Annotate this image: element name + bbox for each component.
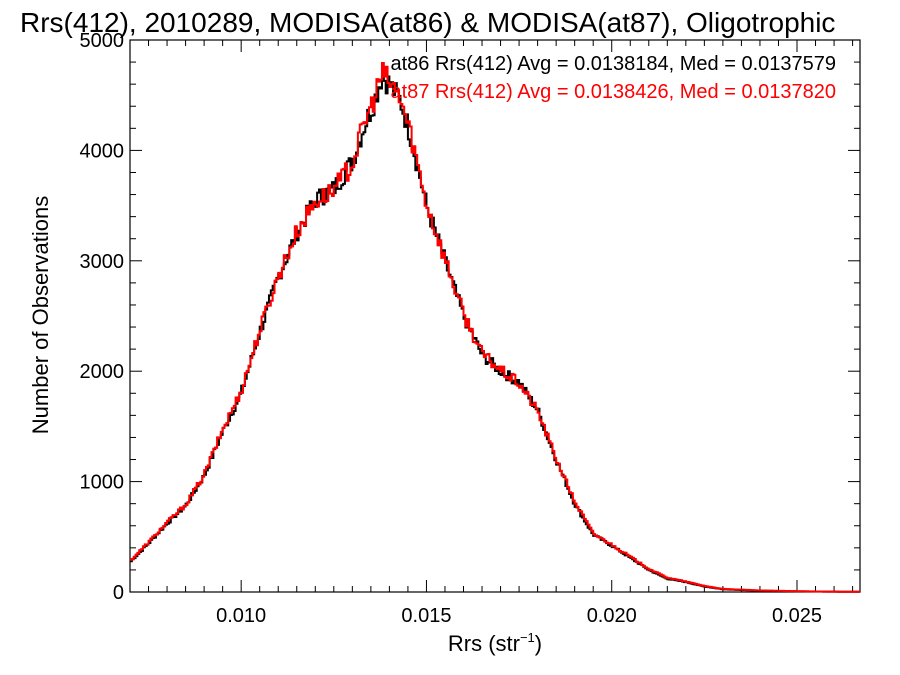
x-axis-label: Rrs (str−1) xyxy=(448,630,542,656)
y-tick-label: 1000 xyxy=(80,472,125,494)
legend-at86: at86 Rrs(412) Avg = 0.0138184, Med = 0.0… xyxy=(390,53,836,75)
x-tick-label: 0.010 xyxy=(216,605,266,627)
x-tick-label: 0.025 xyxy=(772,605,822,627)
x-tick-label: 0.020 xyxy=(587,605,637,627)
y-tick-label: 4000 xyxy=(80,140,125,162)
y-axis-label: Number of Observations xyxy=(28,196,53,434)
x-tick-label: 0.015 xyxy=(401,605,451,627)
series-at87-line xyxy=(130,62,860,593)
y-tick-label: 0 xyxy=(113,582,124,604)
y-tick-label: 5000 xyxy=(80,30,125,52)
legend-at87: at87 Rrs(412) Avg = 0.0138426, Med = 0.0… xyxy=(390,81,836,103)
y-tick-label: 2000 xyxy=(80,361,125,383)
chart-title: Rrs(412), 2010289, MODISA(at86) & MODISA… xyxy=(20,7,835,38)
y-tick-label: 3000 xyxy=(80,251,125,273)
plot-frame xyxy=(129,39,861,593)
plot-area: 0 1000 2000 3000 4000 5000 0.010 0.015 0.020 0.02… xyxy=(80,30,861,627)
series-at86-line xyxy=(130,75,860,593)
